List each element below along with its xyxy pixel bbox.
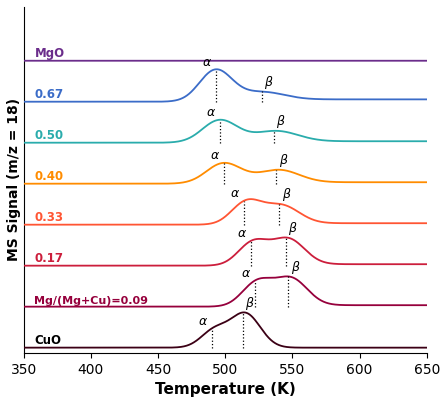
Text: MgO: MgO xyxy=(34,47,65,60)
Y-axis label: MS Signal (m/z = 18): MS Signal (m/z = 18) xyxy=(7,98,21,261)
Text: $\alpha$: $\alpha$ xyxy=(202,55,212,69)
Text: $\alpha$: $\alpha$ xyxy=(206,106,216,119)
Text: $\alpha$: $\alpha$ xyxy=(210,149,220,162)
Text: 0.33: 0.33 xyxy=(34,211,63,224)
Text: $\beta$: $\beta$ xyxy=(264,74,274,91)
X-axis label: Temperature (K): Temperature (K) xyxy=(155,382,295,397)
Text: $\beta$: $\beta$ xyxy=(245,295,255,311)
Text: Mg/(Mg+Cu)=0.09: Mg/(Mg+Cu)=0.09 xyxy=(34,296,148,306)
Text: $\beta$: $\beta$ xyxy=(279,152,289,169)
Text: $\alpha$: $\alpha$ xyxy=(198,315,208,328)
Text: $\alpha$: $\alpha$ xyxy=(237,227,247,240)
Text: CuO: CuO xyxy=(34,334,62,347)
Text: 0.67: 0.67 xyxy=(34,88,63,101)
Text: $\beta$: $\beta$ xyxy=(276,113,286,130)
Text: 0.40: 0.40 xyxy=(34,170,63,183)
Text: $\beta$: $\beta$ xyxy=(291,259,301,276)
Text: $\beta$: $\beta$ xyxy=(282,186,291,203)
Text: $\alpha$: $\alpha$ xyxy=(241,267,251,280)
Text: 0.17: 0.17 xyxy=(34,252,63,265)
Text: $\beta$: $\beta$ xyxy=(288,220,298,237)
Text: 0.50: 0.50 xyxy=(34,129,63,142)
Text: $\alpha$: $\alpha$ xyxy=(230,187,240,200)
